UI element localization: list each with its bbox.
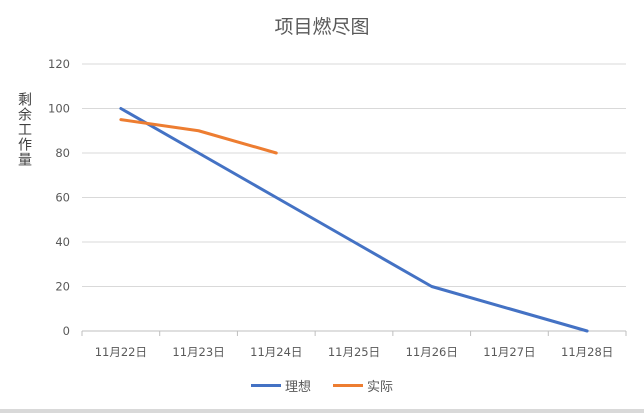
- series-line-actual: [119, 118, 278, 155]
- y-tick-label: 60: [55, 191, 70, 205]
- legend-swatch-actual: [333, 384, 363, 387]
- y-tick-label: 120: [48, 57, 70, 71]
- legend-item-ideal: 理想: [250, 376, 311, 395]
- y-tick-label: 100: [48, 102, 70, 116]
- legend-label-ideal: 理想: [284, 380, 311, 395]
- legend: 理想 实际: [0, 376, 644, 395]
- y-tick-label: 20: [55, 280, 70, 294]
- x-tick-label: 11月25日: [328, 345, 380, 359]
- y-tick-label: 80: [55, 146, 70, 160]
- y-tick-label: 0: [63, 324, 70, 338]
- x-tick-label: 11月22日: [95, 345, 147, 359]
- x-tick-label: 11月26日: [406, 345, 458, 359]
- chart-title: 项目燃尽图: [274, 16, 370, 38]
- x-tick-label: 11月27日: [483, 345, 535, 359]
- x-tick-label: 11月24日: [250, 345, 302, 359]
- legend-label-actual: 实际: [367, 380, 394, 395]
- legend-swatch-ideal: [250, 384, 281, 387]
- series-line-ideal: [119, 107, 589, 333]
- y-axis-label: 剩余工作量: [16, 92, 32, 167]
- y-tick-label: 40: [55, 235, 70, 249]
- bottom-border: [0, 409, 644, 413]
- legend-item-actual: 实际: [333, 376, 393, 395]
- x-tick-label: 11月28日: [561, 345, 613, 359]
- x-tick-label: 11月23日: [172, 345, 224, 359]
